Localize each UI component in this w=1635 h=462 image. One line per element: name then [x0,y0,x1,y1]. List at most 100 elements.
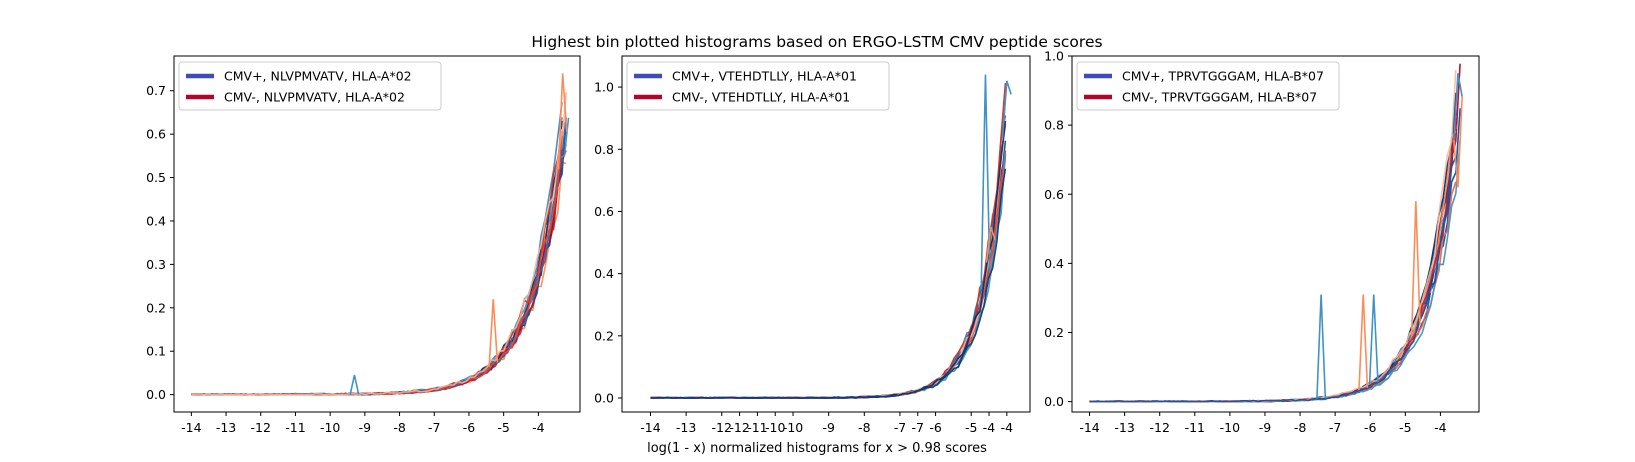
y-tick-label: 0.0 [146,387,166,402]
outlier-spike [985,226,996,263]
x-tick-label: -7 [1329,420,1341,435]
x-tick-label: -12 [1150,420,1170,435]
legend-label: CMV-, VTEHDTLLY, HLA-A*01 [672,90,850,105]
y-tick-label: 0.1 [146,344,166,359]
legend-label: CMV+, NLVPMVATV, HLA-A*02 [224,69,412,84]
cmv-negative-line-8 [650,119,1007,399]
cmv-negative-line-8 [1089,69,1457,403]
outlier-spike [980,74,991,289]
x-tick-label: -5 [497,420,509,435]
y-tick-label: 0.0 [1044,394,1064,409]
y-tick-label: 0.0 [594,391,614,406]
outlier-spike [1001,80,1012,138]
outlier-spike [349,374,360,395]
x-tick-label: -4 [532,420,545,435]
x-tick-label: -7 [428,420,440,435]
y-tick-label: 0.2 [1044,325,1064,340]
cmv-negative-line-7 [191,150,567,396]
cmv-positive-line-6 [650,168,1007,399]
x-tick-label: -11 [285,420,305,435]
cmv-negative-line-4 [191,161,563,396]
x-tick-label: -4 [1434,420,1447,435]
outlier-spike [1452,96,1463,188]
x-tick-label: -8 [393,420,406,435]
cmv-positive-line-3 [650,115,1007,399]
x-tick-label: -5 [965,420,977,435]
x-tick-label: -9 [1259,420,1272,435]
legend: CMV+, NLVPMVATV, HLA-A*02 CMV-, NLVPMVATV… [178,61,442,111]
x-tick-label: -13 [1114,420,1134,435]
chart-panel-2: 0.00.20.40.60.81.0-14 -13 -12-12-11-10-10-… [594,55,1031,435]
outlier-spike [1368,294,1379,386]
cmv-positive-line-2 [650,140,1007,399]
outlier-spike [1452,73,1463,141]
cmv-negative-line-5 [191,161,567,396]
y-tick-label: 0.5 [146,170,166,185]
x-tick-label: -8 [1294,420,1307,435]
legend-box [626,61,890,111]
cmv-positive-line-7 [650,146,1002,399]
x-tick-label: -10 [765,420,785,435]
x-tick-label: -9 [822,420,835,435]
cmv-positive-line-4 [1089,140,1461,403]
cmv-negative-line-8 [191,128,563,396]
chart-panel-3: 0.0 0.2 0.4 0.6 0.8 1.0 -14 -13 -12 -11 -10 -9 -8 -7 -… [1044,49,1480,435]
y-tick-label: 0.7 [146,83,166,98]
x-tick-label: -7 [894,420,906,435]
legend-label: CMV+, VTEHDTLLY, HLA-A*01 [672,69,857,84]
cmv-negative-line-2 [191,130,563,396]
cmv-negative-line-2 [650,82,1007,399]
cmv-positive-line-6 [191,127,567,396]
x-tick-label: -4 [1001,420,1014,435]
y-tick-label: 0.6 [594,204,614,219]
legend-label: CMV-, TPRVTGGGAM, HLA-B*07 [1122,90,1317,105]
x-tick-label: -11 [747,420,767,435]
cmv-positive-line-5 [1089,156,1457,403]
series-group [191,73,570,396]
y-tick-label: 0.3 [146,257,166,272]
legend: CMV+, VTEHDTLLY, HLA-A*01 CMV-, VTEHDTLLY… [626,61,890,111]
legend-box [1076,61,1340,111]
legend-label: CMV+, TPRVTGGGAM, HLA-B*07 [1122,69,1324,84]
x-tick-label: -6 [929,420,942,435]
chart-panel-1: 0.0 0.1 0.2 0.3 0.4 0.5 0.6 0.7 -14 -13 -12 -11 -10 -… [146,55,581,435]
y-tick-label: 0.2 [146,300,166,315]
x-tick-label: -10 [320,420,340,435]
cmv-negative-line-3 [191,135,563,396]
outlier-spike [1316,294,1327,399]
x-tick-label: -6 [1364,420,1377,435]
outlier-spike [557,73,568,170]
x-tick-label: -12 [712,420,732,435]
y-tick-label: 0.8 [594,142,614,157]
y-tick-label: 0.4 [146,213,166,228]
y-tick-label: 1.0 [1044,49,1064,64]
outlier-spike [1358,294,1369,390]
x-tick-label: -12 [251,420,271,435]
y-tick-label: 0.4 [594,266,614,281]
cmv-negative-line-4 [1089,181,1457,403]
x-tick-label: -10 [783,420,803,435]
x-tick-label: -5 [1399,420,1411,435]
x-tick-label: -6 [463,420,476,435]
shared-x-axis-label: log(1 - x) normalized histograms for x >… [647,441,987,456]
legend-label: CMV-, NLVPMVATV, HLA-A*02 [224,90,405,105]
x-tick-label: -14 [640,420,660,435]
series-group [1089,63,1463,403]
x-tick-label: -10 [1220,420,1240,435]
axes-frame [173,55,581,413]
cmv-positive-line-3 [191,117,567,396]
x-tick-label: -11 [1185,420,1205,435]
x-tick-label: -7 [912,420,924,435]
y-tick-label: 0.2 [594,328,614,343]
figure-title: Highest bin plotted histograms based on … [531,33,1102,51]
y-tick-label: 0.4 [1044,256,1064,271]
x-tick-label: -4 [983,420,996,435]
x-tick-label: -13 [676,420,696,435]
legend: CMV+, TPRVTGGGAM, HLA-B*07 CMV-, TPRVTGGG… [1076,61,1340,111]
y-tick-label: 0.8 [1044,118,1064,133]
series-group [650,74,1012,399]
cmv-positive-line-5 [191,117,567,396]
cmv-positive-line-2 [191,167,563,396]
y-tick-label: 0.6 [1044,187,1064,202]
